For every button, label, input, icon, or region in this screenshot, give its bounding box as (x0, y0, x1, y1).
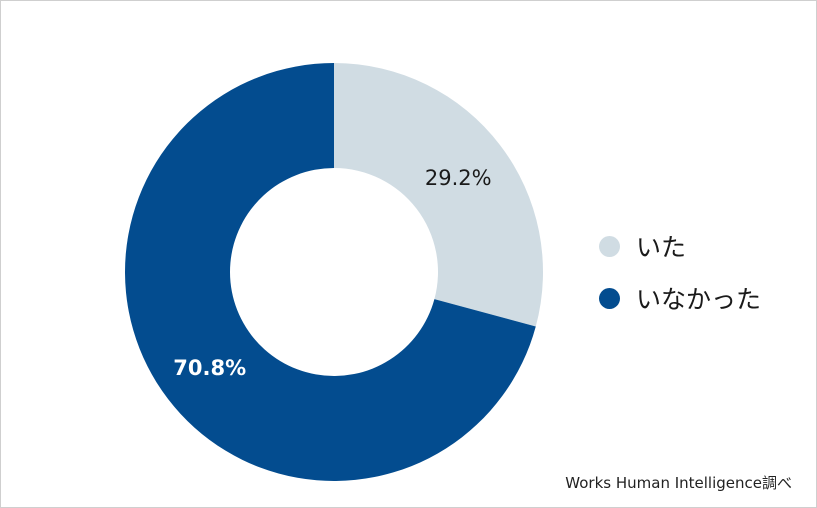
data-label-inakatta: 70.8% (173, 356, 246, 380)
legend-item-inakatta: いなかった (599, 281, 761, 315)
donut-slice-ita (334, 63, 543, 327)
legend-swatch-ita (599, 235, 620, 257)
donut-slice-inakatta (124, 63, 536, 482)
legend-label-ita: いた (636, 233, 687, 262)
legend: いた いなかった (599, 229, 761, 333)
legend-item-ita: いた (599, 229, 761, 263)
data-label-ita: 29.2% (425, 166, 492, 190)
legend-swatch-inakatta (599, 287, 620, 309)
legend-label-inakatta: いなかった (636, 285, 762, 314)
source-note: Works Human Intelligence調べ (565, 474, 792, 492)
donut-chart: 29.2% 70.8% (124, 63, 543, 482)
